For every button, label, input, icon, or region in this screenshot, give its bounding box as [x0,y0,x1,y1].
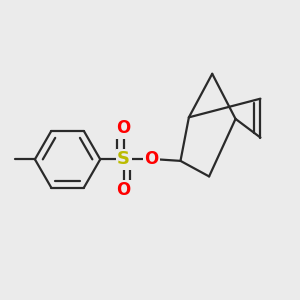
Text: O: O [116,182,131,200]
Text: O: O [144,150,159,168]
Text: S: S [117,150,130,168]
Text: O: O [116,119,131,137]
